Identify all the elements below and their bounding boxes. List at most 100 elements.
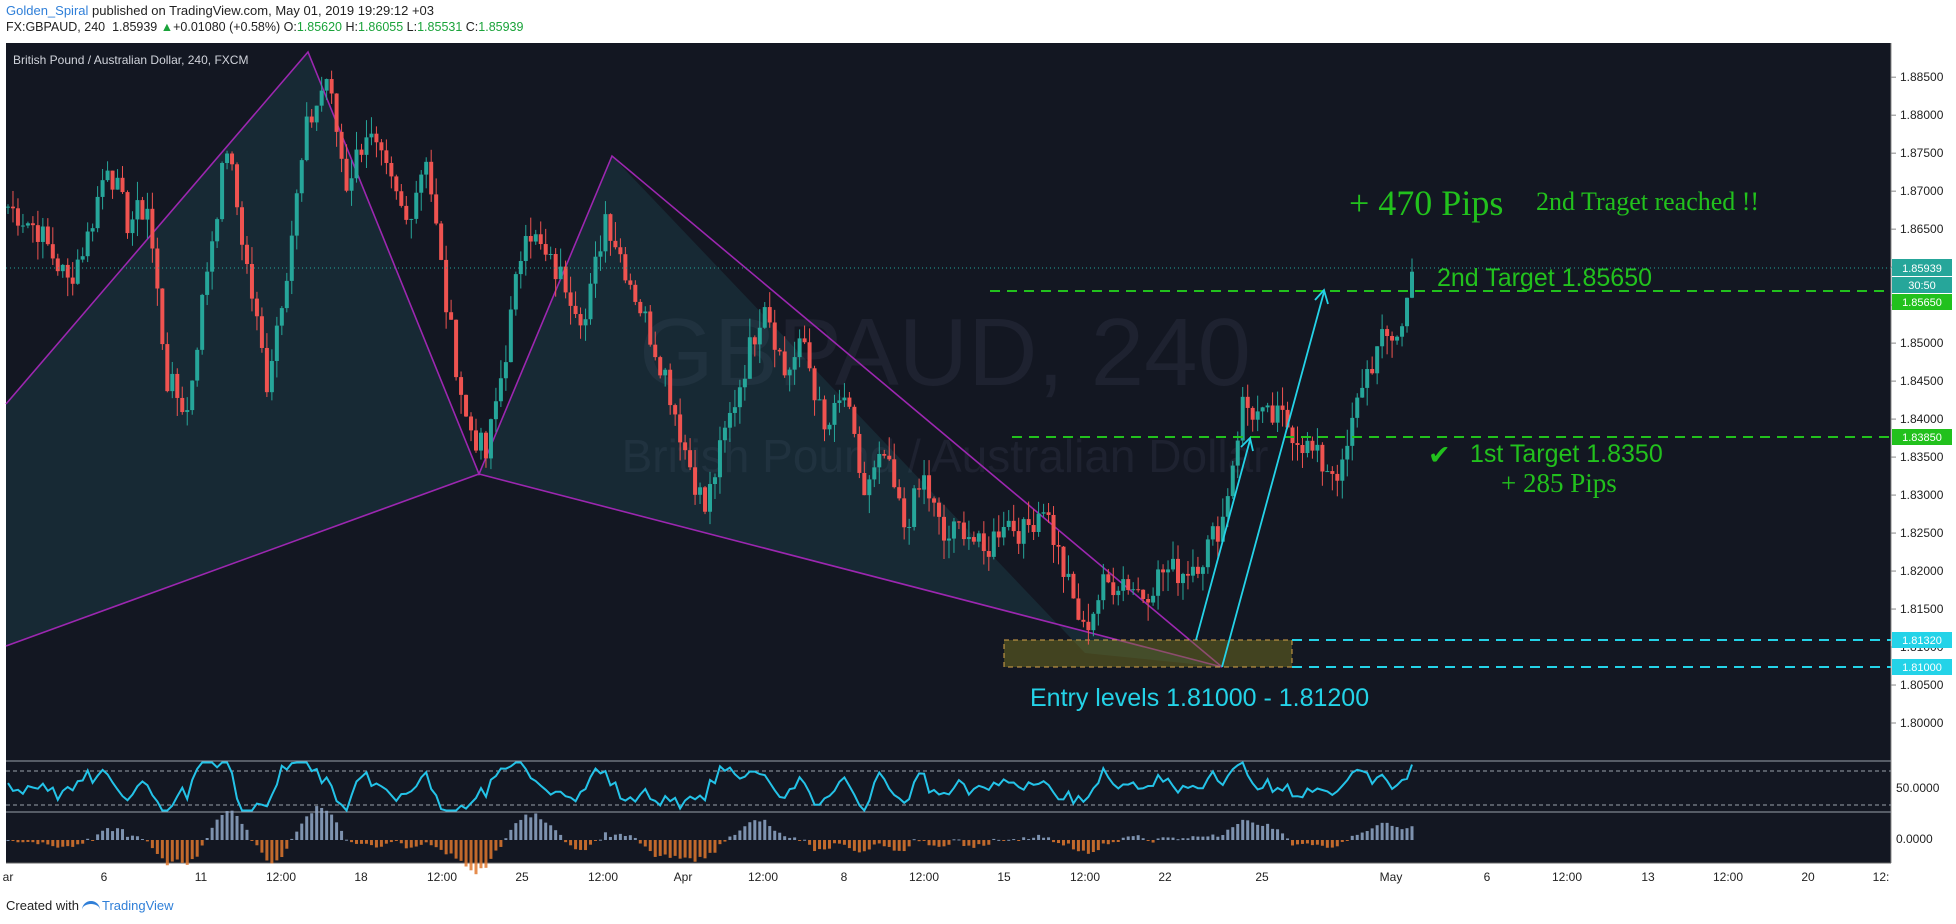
macd-bar: [877, 840, 881, 844]
candle-body: [35, 225, 40, 242]
macd-bar: [51, 840, 55, 847]
candle-body: [304, 116, 309, 161]
macd-bar: [220, 815, 224, 840]
price-tick-label: 1.88000: [1900, 108, 1944, 122]
price-tick-label: 1.82000: [1900, 564, 1944, 578]
candle-body: [837, 400, 842, 403]
entry-zone[interactable]: [1003, 639, 1293, 668]
target-2-badge: [1892, 294, 1952, 310]
candle-body: [1185, 573, 1190, 576]
candle-body: [1275, 405, 1280, 423]
rsi-axis-label: 50.0000: [1896, 781, 1940, 795]
candle-body: [25, 223, 30, 226]
candle-body: [1001, 526, 1006, 538]
macd-bar: [574, 840, 578, 850]
harmonic-pattern[interactable]: [5, 50, 1223, 668]
candle-body: [951, 521, 956, 539]
author-link[interactable]: Golden_Spiral: [6, 3, 89, 18]
macd-bar: [1400, 829, 1404, 840]
check-icon: ✔: [1428, 440, 1451, 471]
macd-bar: [688, 840, 692, 859]
macd-bar: [1251, 822, 1255, 840]
price-tick-label: 1.83000: [1900, 488, 1944, 502]
candle-body: [75, 259, 80, 284]
macd-bar: [190, 840, 194, 860]
macd-bar: [499, 840, 503, 847]
open-value: 1.85620: [296, 20, 343, 34]
macd-bar: [972, 840, 976, 848]
macd-bar: [1066, 840, 1070, 844]
first-target-pips-label: + 285 Pips: [1501, 468, 1617, 498]
candle-body: [892, 459, 897, 488]
macd-bar: [519, 819, 523, 840]
candle-body: [942, 516, 946, 541]
macd-bar: [618, 833, 622, 840]
macd-bar: [1076, 840, 1080, 852]
candle-body: [1230, 465, 1235, 497]
rsi-line: [7, 761, 1413, 813]
macd-bar: [240, 823, 244, 840]
candle-body: [414, 192, 419, 219]
macd-bar: [1216, 836, 1220, 840]
candle-body: [613, 240, 618, 248]
candle-body: [553, 254, 558, 280]
macd-bar: [145, 840, 149, 842]
macd-bar: [1310, 840, 1314, 846]
candle-body: [877, 453, 882, 468]
candle-body: [727, 412, 732, 428]
candle-body: [1220, 516, 1225, 542]
macd-bar: [783, 836, 787, 840]
macd-bar: [733, 834, 737, 840]
macd-bar: [464, 840, 468, 867]
candle-body: [1091, 613, 1096, 631]
candle-body: [429, 161, 434, 195]
macd-bar: [1295, 840, 1299, 845]
candle-body: [369, 133, 374, 138]
candle-body: [1360, 387, 1365, 398]
candle-body: [971, 537, 976, 542]
candle-body: [1101, 574, 1106, 601]
candle-body: [1265, 405, 1270, 408]
target-1-badge-text: 1.83850: [1902, 432, 1942, 444]
symbol-ohlc-line: FX:GBPAUD, 240 1.85939 ▲+0.01080 (+0.58%…: [6, 20, 523, 34]
macd-bar: [584, 840, 588, 851]
macd-bar: [952, 839, 956, 841]
candle-body: [822, 399, 827, 430]
entry-low-badge-text: 1.81000: [1902, 662, 1942, 674]
candle-body: [125, 192, 130, 234]
macd-bar: [932, 840, 936, 846]
candle-body: [314, 105, 319, 123]
macd-bar: [987, 840, 991, 845]
macd-bar: [290, 838, 294, 840]
candle-body: [538, 234, 543, 245]
price-tick-label: 1.80500: [1900, 678, 1944, 692]
macd-bar: [1320, 840, 1324, 846]
macd-bar: [504, 838, 508, 840]
macd-bar: [350, 840, 354, 843]
arrow-head-icon: [1240, 436, 1254, 452]
candle-body: [757, 327, 762, 345]
time-tick-label: 6: [1484, 870, 1491, 884]
candle-body: [1330, 471, 1335, 474]
time-tick-label: 12:00: [266, 870, 296, 884]
candle-body: [966, 537, 971, 540]
macd-bar: [663, 840, 667, 855]
candle-body: [1131, 589, 1136, 591]
macd-bar: [21, 840, 25, 843]
projection-arrows[interactable]: [1195, 288, 1329, 668]
countdown-badge-text: 30:50: [1908, 280, 1936, 292]
candle-body: [1305, 440, 1310, 454]
candle-body: [384, 150, 389, 163]
macd-bar: [1261, 825, 1265, 840]
tradingview-link[interactable]: TradingView: [101, 898, 174, 913]
candle-body: [842, 397, 847, 401]
candle-body: [708, 484, 712, 512]
candle-body: [603, 214, 608, 252]
time-tick-label: 13: [1641, 870, 1655, 884]
second-target-reached-label: 2nd Traget reached !!: [1536, 187, 1759, 216]
macd-bar: [255, 840, 259, 846]
macd-bar: [165, 840, 169, 866]
candle-body: [15, 208, 20, 226]
time-tick-label: 12:00: [1552, 870, 1582, 884]
